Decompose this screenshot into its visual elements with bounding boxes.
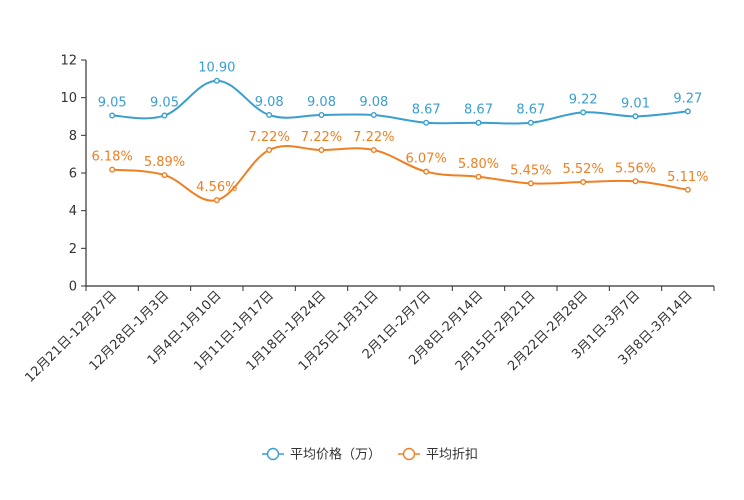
legend-marker-icon	[266, 447, 280, 461]
series-0-point[interactable]	[423, 119, 430, 126]
legend-marker-icon	[402, 447, 416, 461]
series-1-point[interactable]	[318, 147, 325, 154]
y-tick-label: 8	[69, 129, 77, 144]
series-0-point[interactable]	[684, 108, 691, 115]
series-1-point[interactable]	[684, 186, 691, 193]
series-0-data-label: 10.90	[198, 61, 235, 76]
y-tick-label: 2	[69, 242, 77, 257]
legend-item-0[interactable]: 平均价格（万）	[262, 447, 381, 463]
series-0-point[interactable]	[632, 113, 639, 120]
series-1-point[interactable]	[527, 180, 534, 187]
legend-label: 平均折扣	[426, 448, 478, 463]
series-0-point[interactable]	[266, 111, 273, 118]
series-1-point[interactable]	[213, 197, 220, 204]
y-tick-label: 0	[69, 280, 77, 295]
series-0-data-label: 8.67	[516, 103, 545, 118]
series-1-data-label: 5.89%	[144, 155, 185, 170]
series-0-data-label: 9.22	[569, 92, 598, 107]
series-layer	[109, 77, 691, 204]
series-0-point[interactable]	[580, 109, 587, 116]
legend-label: 平均价格（万）	[290, 447, 381, 463]
series-0-data-label: 8.67	[464, 103, 493, 118]
x-tick-label: 12月21日-12月27日	[23, 288, 120, 385]
y-tick-label: 12	[60, 54, 77, 69]
series-0-data-label: 8.67	[412, 103, 441, 118]
series-1-point[interactable]	[632, 178, 639, 185]
series-1-data-label: 5.45%	[510, 163, 551, 178]
series-0-point[interactable]	[161, 112, 168, 119]
series-1-point[interactable]	[580, 179, 587, 186]
series-1-data-label: 5.80%	[458, 157, 499, 172]
series-0-data-label: 9.08	[359, 95, 388, 110]
series-1-point[interactable]	[370, 147, 377, 154]
series-0-point[interactable]	[318, 111, 325, 118]
series-0-point[interactable]	[370, 111, 377, 118]
series-1-point[interactable]	[475, 173, 482, 180]
series-1-point[interactable]	[266, 147, 273, 154]
series-0-data-label: 9.01	[621, 96, 650, 111]
series-1-data-label: 7.22%	[353, 130, 394, 145]
series-0-data-label: 9.27	[673, 91, 702, 106]
y-tick-label: 6	[69, 167, 77, 182]
series-0-data-label: 9.05	[98, 96, 127, 111]
series-0-point[interactable]	[527, 119, 534, 126]
series-1-data-label: 6.18%	[92, 150, 133, 165]
series-1-data-label: 7.22%	[249, 130, 290, 145]
series-line-0	[112, 79, 688, 125]
data-labels: 9.05 9.05 10.90 9.08 9.08 9.08 8.67 8.67 8.67 9.2…	[92, 61, 709, 195]
series-0-data-label: 9.08	[307, 95, 336, 110]
y-tick-label: 4	[69, 204, 77, 219]
series-1-data-label: 5.56%	[615, 161, 656, 176]
legend[interactable]: 平均价格（万） 平均折扣	[262, 447, 478, 463]
y-tick-label: 10	[60, 91, 77, 106]
series-1-data-label: 5.11%	[667, 170, 708, 185]
series-1-data-label: 7.22%	[301, 130, 342, 145]
series-0-data-label: 9.05	[150, 96, 179, 111]
series-0-point[interactable]	[213, 77, 220, 84]
series-0-point[interactable]	[475, 119, 482, 126]
series-0-data-label: 9.08	[255, 95, 284, 110]
series-1-data-label: 5.52%	[563, 162, 604, 177]
series-1-data-label: 4.56%	[196, 180, 237, 195]
series-1-point[interactable]	[423, 168, 430, 175]
series-0-point[interactable]	[109, 112, 116, 119]
series-1-point[interactable]	[109, 166, 116, 173]
series-1-data-label: 6.07%	[406, 152, 447, 167]
series-1-point[interactable]	[161, 172, 168, 179]
legend-item-1[interactable]: 平均折扣	[398, 448, 478, 463]
